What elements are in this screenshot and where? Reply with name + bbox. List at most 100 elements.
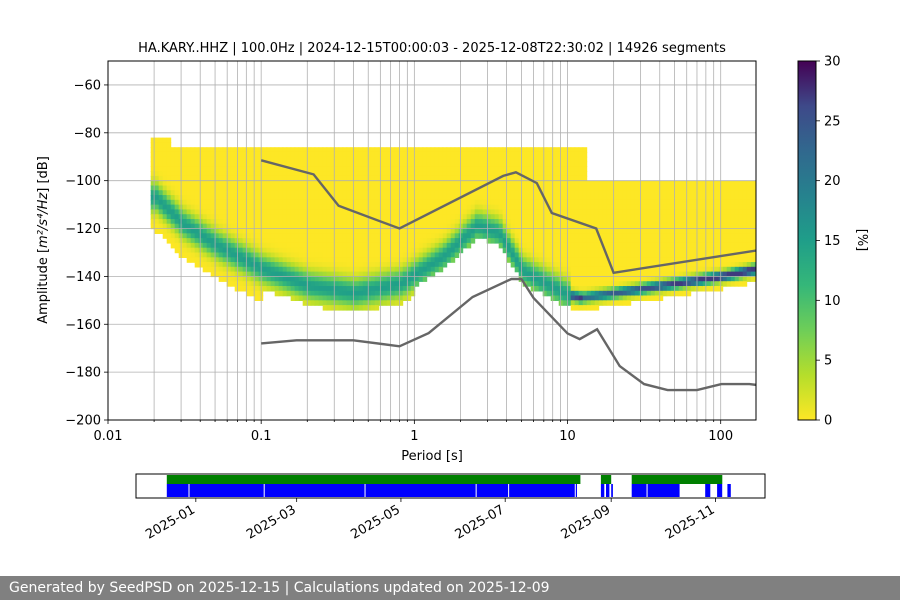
heatmap-cell	[246, 166, 252, 172]
heatmap-cell	[562, 281, 568, 287]
heatmap-cell	[670, 266, 676, 273]
heatmap-cell	[398, 290, 404, 297]
heatmap-cell	[278, 262, 284, 268]
heatmap-cell	[370, 247, 376, 254]
heatmap-cell	[458, 147, 464, 153]
heatmap-cell	[278, 151, 284, 158]
heatmap-cell	[654, 252, 660, 258]
heatmap-cell	[190, 151, 196, 158]
heatmap-cell	[202, 223, 208, 230]
heatmap-cell	[542, 238, 548, 244]
heatmap-cell	[606, 185, 612, 191]
heatmap-cell	[614, 276, 620, 282]
heatmap-cell	[318, 195, 324, 201]
heatmap-cell	[402, 252, 408, 258]
heatmap-cell	[342, 223, 348, 230]
heatmap-cell	[334, 286, 340, 292]
heatmap-cell	[318, 247, 324, 254]
heatmap-cell	[570, 257, 576, 263]
heatmap-cell	[594, 252, 600, 258]
heatmap-cell	[594, 300, 600, 306]
heatmap-cell	[482, 161, 488, 167]
heatmap-cell	[150, 151, 156, 158]
heatmap-cell	[198, 161, 204, 167]
heatmap-cell	[514, 252, 520, 258]
heatmap-cell	[242, 180, 248, 187]
heatmap-cell	[374, 156, 380, 163]
heatmap-cell	[642, 262, 648, 268]
heatmap-cell	[546, 242, 552, 249]
heatmap-cell	[274, 252, 280, 258]
heatmap-cell	[234, 166, 240, 172]
heatmap-cell	[286, 238, 292, 244]
heatmap-cell	[506, 185, 512, 191]
heatmap-cell	[154, 171, 160, 177]
heatmap-cell	[722, 276, 728, 282]
heatmap-cell	[214, 195, 220, 201]
heatmap-cell	[514, 214, 520, 220]
heatmap-cell	[542, 166, 548, 172]
heatmap-cell	[282, 281, 288, 287]
heatmap-cell	[362, 305, 368, 311]
heatmap-cell	[642, 238, 648, 244]
heatmap-cell	[330, 190, 336, 196]
heatmap-cell	[238, 286, 244, 292]
heatmap-cell	[426, 271, 432, 278]
heatmap-cell	[150, 142, 156, 148]
heatmap-cell	[390, 151, 396, 158]
heatmap-cell	[526, 166, 532, 172]
heatmap-cell	[302, 300, 308, 306]
heatmap-cell	[618, 228, 624, 234]
heatmap-cell	[386, 300, 392, 306]
heatmap-cell	[166, 209, 172, 215]
heatmap-cell	[374, 204, 380, 211]
heatmap-cell	[446, 151, 452, 158]
heatmap-cell	[670, 214, 676, 220]
heatmap-cell	[518, 161, 524, 167]
heatmap-cell	[726, 199, 732, 206]
heatmap-cell	[286, 185, 292, 191]
heatmap-cell	[446, 147, 452, 153]
heatmap-cell	[242, 271, 248, 278]
heatmap-cell	[722, 233, 728, 239]
heatmap-cell	[426, 147, 432, 153]
heatmap-cell	[414, 262, 420, 268]
heatmap-cell	[406, 295, 412, 301]
heatmap-cell	[374, 171, 380, 177]
heatmap-cell	[746, 262, 752, 268]
heatmap-cell	[438, 185, 444, 191]
heatmap-cell	[662, 190, 668, 196]
heatmap-cell	[690, 271, 696, 278]
heatmap-cell	[370, 233, 376, 239]
heatmap-cell	[306, 286, 312, 292]
heatmap-cell	[390, 252, 396, 258]
heatmap-cell	[630, 276, 636, 282]
heatmap-cell	[470, 195, 476, 201]
heatmap-cell	[242, 286, 248, 292]
heatmap-cell	[242, 223, 248, 230]
heatmap-cell	[202, 228, 208, 234]
heatmap-cell	[522, 185, 528, 191]
heatmap-cell	[430, 257, 436, 263]
heatmap-cell	[526, 228, 532, 234]
heatmap-cell	[390, 262, 396, 268]
heatmap-cell	[326, 238, 332, 244]
heatmap-cell	[186, 214, 192, 220]
heatmap-cell	[598, 190, 604, 196]
heatmap-cell	[226, 238, 232, 244]
heatmap-cell	[282, 171, 288, 177]
heatmap-cell	[318, 276, 324, 282]
heatmap-cell	[506, 204, 512, 211]
y-axis-label-unit: m²/s⁴/Hz	[36, 192, 51, 248]
heatmap-cell	[378, 209, 384, 215]
heatmap-cell	[538, 276, 544, 282]
heatmap-cell	[370, 271, 376, 278]
heatmap-cell	[358, 242, 364, 249]
heatmap-cell	[466, 238, 472, 244]
heatmap-cell	[750, 266, 756, 273]
heatmap-cell	[582, 266, 588, 273]
heatmap-cell	[370, 286, 376, 292]
heatmap-cell	[518, 252, 524, 258]
heatmap-cell	[642, 180, 648, 187]
heatmap-cell	[186, 147, 192, 153]
